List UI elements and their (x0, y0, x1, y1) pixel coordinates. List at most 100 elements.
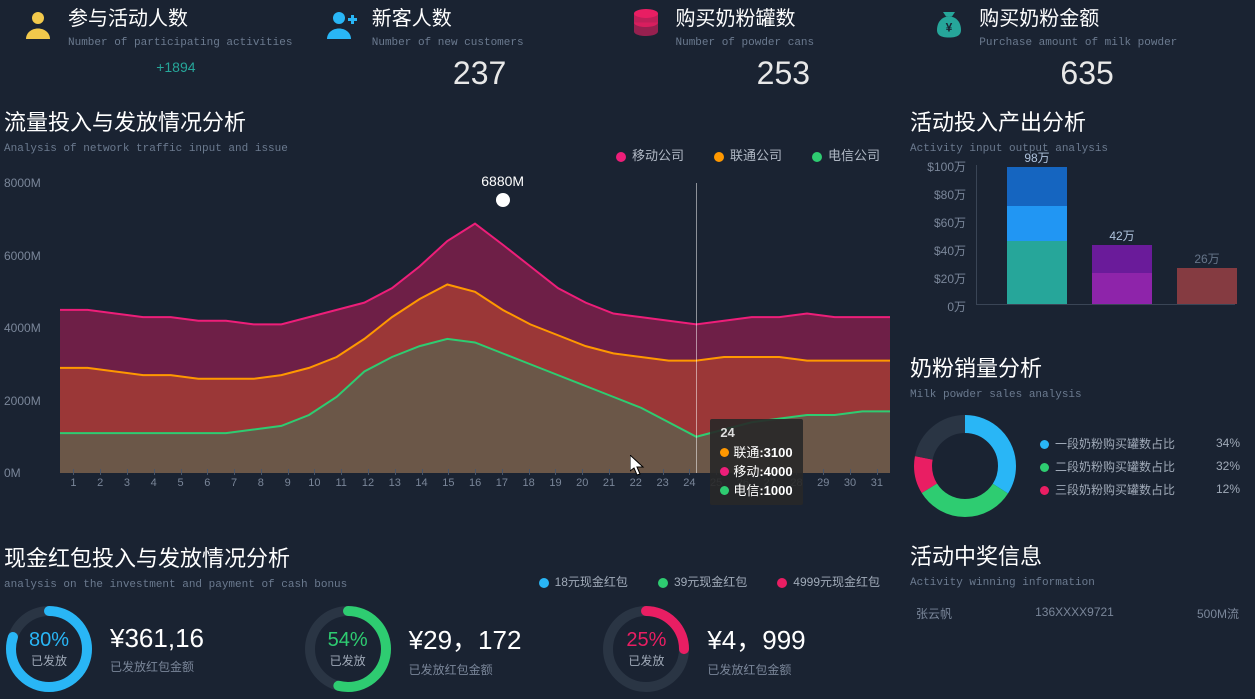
section-sub: Activity input output analysis (910, 143, 1245, 155)
traffic-section: 流量投入与发放情况分析 Analysis of network traffic … (0, 105, 900, 523)
bar-plot: 98万 42万 26万 (976, 165, 1235, 305)
database-icon (628, 6, 664, 42)
x-tick: 14 (408, 477, 435, 489)
bar-chart[interactable]: $100万$80万$60万$40万$20万0万 98万 42万 26万 (910, 165, 1245, 325)
x-tick: 9 (274, 477, 301, 489)
x-tick: 20 (569, 477, 596, 489)
bonus-sub: 已发放红包金额 (110, 658, 204, 675)
x-tick: 3 (114, 477, 141, 489)
bar-y-tick: $60万 (934, 214, 966, 231)
kpi-amount: ¥ 购买奶粉金额 Purchase amount of milk powder … (931, 0, 1235, 105)
x-tick: 31 (863, 477, 890, 489)
bonus-cards-row: 80%已发放 ¥361,16已发放红包金额 54%已发放 ¥29，172已发放红… (4, 604, 900, 694)
y-tick: 6000M (4, 249, 41, 263)
bar-y-tick: $100万 (927, 158, 966, 175)
bonus-section: 现金红包投入与发放情况分析 analysis on the investment… (0, 541, 900, 694)
x-tick: 1 (60, 477, 87, 489)
x-tick: 21 (596, 477, 623, 489)
x-tick: 4 (140, 477, 167, 489)
x-tick: 29 (810, 477, 837, 489)
ring-status: 已发放 (31, 652, 67, 669)
x-tick: 17 (489, 477, 516, 489)
section-sub: Milk powder sales analysis (910, 389, 1245, 401)
traffic-legend: 移动公司 联通公司 电信公司 (616, 145, 880, 164)
legend-item[interactable]: 4999元现金红包 (777, 573, 880, 590)
bar-y-tick: $80万 (934, 186, 966, 203)
bar-y-tick: $40万 (934, 242, 966, 259)
x-tick: 22 (622, 477, 649, 489)
bonus-card: 25%已发放 ¥4，999已发放红包金额 (601, 604, 900, 694)
x-tick: 11 (328, 477, 355, 489)
x-tick: 19 (542, 477, 569, 489)
kpi-title: 购买奶粉罐数 (676, 2, 932, 31)
progress-ring: 80%已发放 (4, 604, 94, 694)
donut-legend-item[interactable]: 三段奶粉购买罐数占比12% (1040, 481, 1240, 498)
x-tick: 13 (381, 477, 408, 489)
bar-column[interactable]: 26万 (1177, 268, 1237, 304)
section-title: 流量投入与发放情况分析 (4, 105, 900, 137)
sales-section: 奶粉销量分析 Milk powder sales analysis 一段奶粉购买… (910, 351, 1245, 521)
kpi-title: 参与活动人数 (68, 2, 324, 31)
donut-legend-item[interactable]: 二段奶粉购买罐数占比32% (1040, 458, 1240, 475)
winning-row: 张云帆 136XXXX9721 500M流 (910, 605, 1245, 622)
winner-code: 136XXXX9721 (1035, 605, 1114, 622)
kpi-title: 新客人数 (372, 2, 628, 31)
x-tick: 2 (87, 477, 114, 489)
bar-column[interactable]: 98万 (1007, 167, 1067, 304)
ring-pct: 54% (328, 629, 368, 652)
section-title: 奶粉销量分析 (910, 351, 1245, 383)
legend-item[interactable]: 移动公司 (616, 145, 684, 164)
svg-text:¥: ¥ (946, 21, 953, 35)
section-sub: Activity winning information (910, 577, 1245, 589)
section-title: 活动中奖信息 (910, 539, 1245, 571)
bonus-sub: 已发放红包金额 (707, 661, 805, 678)
kpi-sub: Number of participating activities (68, 37, 324, 49)
bonus-sub: 已发放红包金额 (409, 661, 522, 678)
winner-name: 张云帆 (916, 605, 952, 622)
legend-item[interactable]: 联通公司 (714, 145, 782, 164)
traffic-chart[interactable]: 移动公司联通公司电信公司 8000M6000M4000M2000M0M 1234… (4, 163, 900, 523)
x-tick: 16 (462, 477, 489, 489)
peak-marker: 6880M (473, 173, 533, 207)
ring-pct: 25% (626, 629, 666, 652)
section-title: 活动投入产出分析 (910, 105, 1245, 137)
legend-item[interactable]: 18元现金红包 (539, 573, 628, 590)
x-tick: 10 (301, 477, 328, 489)
winning-section: 活动中奖信息 Activity winning information 张云帆 … (910, 539, 1245, 622)
x-tick: 18 (515, 477, 542, 489)
input-output-section: 活动投入产出分析 Activity input output analysis … (910, 105, 1245, 325)
legend-item[interactable]: 39元现金红包 (658, 573, 747, 590)
peak-dot-icon (496, 193, 510, 207)
chart-tooltip: 24联通:3100移动:4000电信:1000 (710, 419, 802, 505)
ring-pct: 80% (29, 629, 69, 652)
kpi-participants: 参与活动人数 Number of participating activitie… (20, 0, 324, 105)
crosshair-line (696, 183, 697, 473)
bar-y-tick: $20万 (934, 270, 966, 287)
x-tick: 6 (194, 477, 221, 489)
kpi-sub: Number of powder cans (676, 37, 932, 49)
user-icon (20, 6, 56, 42)
x-tick: 7 (221, 477, 248, 489)
bar-label: 98万 (1007, 149, 1067, 166)
x-tick: 30 (837, 477, 864, 489)
x-tick: 23 (649, 477, 676, 489)
bar-y-tick: 0万 (947, 298, 966, 315)
bonus-amount: ¥29，172 (409, 620, 522, 657)
kpi-value: 253 (636, 55, 932, 92)
x-tick: 8 (247, 477, 274, 489)
bar-column[interactable]: 42万 (1092, 245, 1152, 304)
donut-chart[interactable] (910, 411, 1020, 521)
x-tick: 12 (355, 477, 382, 489)
kpi-sub: Number of new customers (372, 37, 628, 49)
kpi-row: 参与活动人数 Number of participating activitie… (0, 0, 1255, 105)
donut-legend: 一段奶粉购买罐数占比34% 二段奶粉购买罐数占比32% 三段奶粉购买罐数占比12% (1040, 429, 1240, 504)
legend-item[interactable]: 电信公司 (812, 145, 880, 164)
bonus-card: 80%已发放 ¥361,16已发放红包金额 (4, 604, 303, 694)
kpi-value: 635 (939, 55, 1235, 92)
y-axis: 8000M6000M4000M2000M0M (4, 183, 54, 473)
ring-status: 已发放 (330, 652, 366, 669)
donut-legend-item[interactable]: 一段奶粉购买罐数占比34% (1040, 435, 1240, 452)
kpi-sub: Purchase amount of milk powder (979, 37, 1235, 49)
winner-extra: 500M流 (1197, 605, 1239, 622)
x-tick: 24 (676, 477, 703, 489)
